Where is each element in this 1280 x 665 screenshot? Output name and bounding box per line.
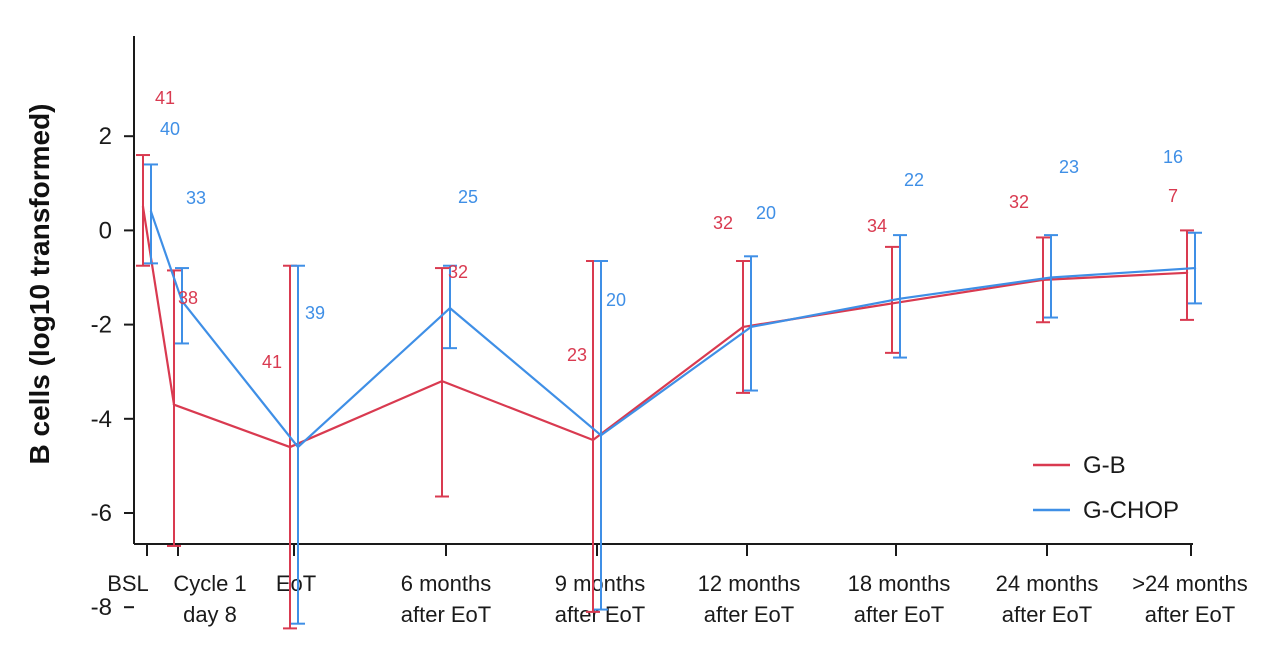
x-tick-label: >24 months (1132, 571, 1248, 596)
series-line (149, 211, 1196, 449)
y-tick-label: -6 (91, 500, 112, 527)
n-label: 41 (155, 88, 175, 108)
n-label: 32 (448, 262, 468, 282)
x-tick-label: after EoT (401, 602, 491, 627)
n-label: 33 (186, 188, 206, 208)
legend-label: G-CHOP (1083, 497, 1179, 524)
n-label: 16 (1163, 147, 1183, 167)
x-tick-label: after EoT (854, 602, 944, 627)
legend: G-B G-CHOP (1033, 452, 1179, 524)
series-g-chop (144, 163, 1202, 625)
n-label: 41 (262, 352, 282, 372)
data-point (448, 306, 452, 310)
data-point (749, 325, 753, 329)
data-point (149, 210, 153, 213)
n-label: 20 (606, 290, 626, 310)
y-tick-label: 2 (99, 123, 112, 150)
data-point (172, 403, 176, 406)
n-label: 32 (713, 213, 733, 233)
series-g-b (136, 154, 1194, 630)
labels-layer: 41 38 41 32 23 32 34 32 7 40 33 39 25 20 20 22 23 16 (155, 88, 1183, 372)
data-point (1049, 276, 1053, 279)
data-point (1185, 271, 1189, 274)
x-tick-label: 12 months (698, 571, 801, 596)
n-label: 25 (458, 187, 478, 207)
data-point (599, 434, 603, 437)
y-tick-label: 0 (99, 217, 112, 244)
series-line (141, 206, 1188, 449)
x-tick-label: 24 months (996, 571, 1099, 596)
n-label: 23 (1059, 157, 1079, 177)
n-label: 34 (867, 216, 887, 236)
data-point (591, 438, 595, 442)
data-point (440, 379, 444, 383)
data-point (1193, 266, 1197, 270)
n-label: 22 (904, 170, 924, 190)
n-label: 38 (178, 288, 198, 308)
y-tick-label: -2 (91, 312, 112, 339)
x-tick-label: after EoT (1145, 602, 1235, 627)
x-tick-label: after EoT (704, 602, 794, 627)
legend-label: G-B (1083, 452, 1126, 479)
x-tick-label: day 8 (183, 602, 237, 627)
data-point (288, 445, 292, 449)
x-tick-label: 6 months (401, 571, 492, 596)
series-layer (136, 154, 1202, 630)
x-tick-label: after EoT (1002, 602, 1092, 627)
n-label: 40 (160, 119, 180, 139)
x-tick-label: BSL (107, 571, 149, 596)
n-label: 32 (1009, 192, 1029, 212)
data-point (141, 205, 145, 209)
data-point (741, 325, 745, 329)
data-point (296, 445, 300, 449)
data-point (180, 299, 184, 303)
data-point (898, 297, 902, 300)
x-tick-label: EoT (276, 571, 316, 596)
n-label: 39 (305, 303, 325, 323)
x-tick-label: 18 months (848, 571, 951, 596)
y-axis-label: B cells (log10 transformed) (24, 104, 55, 465)
data-point (890, 302, 894, 305)
n-label: 7 (1168, 186, 1178, 206)
n-label: 23 (567, 345, 587, 365)
y-tick-label: -4 (91, 406, 112, 433)
y-tick-label: -8 (91, 594, 112, 621)
n-label: 20 (756, 203, 776, 223)
x-tick-label: Cycle 1 (173, 571, 246, 596)
